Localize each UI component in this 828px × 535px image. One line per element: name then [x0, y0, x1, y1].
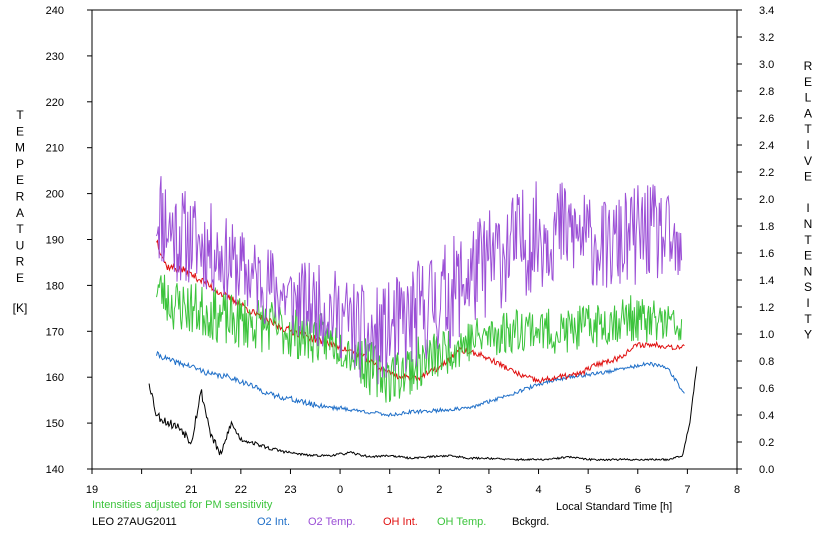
right-tick-label: 3.2: [759, 32, 774, 44]
series-line-o2int: [156, 350, 685, 418]
left-tick-label: 170: [46, 326, 64, 338]
left-tick-label: 140: [46, 464, 64, 476]
axis-title-letter: E: [16, 124, 24, 138]
right-tick-label: 2.6: [759, 113, 774, 125]
axis-title-letter: R: [16, 255, 25, 269]
axis-title-letter: A: [804, 106, 812, 120]
right-tick-label: 1.4: [759, 275, 774, 287]
x-tick-label: 21: [185, 484, 197, 496]
axis-title-letter: N: [804, 264, 813, 278]
right-tick-label: 2.8: [759, 86, 774, 98]
legend-oh-temp: OH Temp.: [437, 516, 486, 528]
axis-title-unit: [K]: [13, 301, 28, 315]
right-tick-label: 0.2: [759, 437, 774, 449]
axis-title-letter: V: [804, 154, 812, 168]
right-tick-label: 0.4: [759, 410, 774, 422]
x-tick-label: 7: [684, 484, 690, 496]
axis-title-letter: T: [804, 233, 812, 247]
right-tick-label: 1.0: [759, 329, 774, 341]
axis-title-letter: U: [16, 238, 25, 252]
axis-title-letter: T: [16, 108, 24, 122]
left-tick-label: 180: [46, 280, 64, 292]
axis-title-letter: E: [16, 173, 24, 187]
right-tick-label: 1.6: [759, 248, 774, 260]
axis-title-letter: Y: [804, 328, 812, 342]
x-tick-label: 6: [635, 484, 641, 496]
axis-title-letter: I: [806, 138, 809, 152]
x-axis-label: Local Standard Time [h]: [556, 501, 672, 513]
axis-title-letter: M: [15, 141, 25, 155]
series-line-ohtemp: [156, 274, 683, 403]
x-tick-label: 0: [337, 484, 343, 496]
legend-oh-int: OH Int.: [383, 516, 418, 528]
axis-title-letter: A: [16, 206, 24, 220]
right-tick-label: 3.4: [759, 5, 774, 17]
axis-title-letter: P: [16, 157, 24, 171]
right-tick-label: 3.0: [759, 59, 774, 71]
left-tick-label: 240: [46, 5, 64, 17]
x-tick-label: 5: [585, 484, 591, 496]
series-line-bckgrd: [148, 366, 698, 462]
axis-title-letter: L: [805, 91, 812, 105]
right-tick-label: 0.0: [759, 464, 774, 476]
right-tick-label: 1.2: [759, 302, 774, 314]
left-axis: 140 150 160 170 180 190 200 210 220 230 240: [46, 5, 92, 476]
legend-o2-int: O2 Int.: [257, 516, 290, 528]
axis-title-letter: E: [804, 170, 812, 184]
left-tick-label: 160: [46, 372, 64, 384]
axis-title-letter: R: [16, 190, 25, 204]
axis-title-letter: T: [804, 312, 812, 326]
axis-title-letter: E: [16, 271, 24, 285]
axis-title-letter: T: [804, 122, 812, 136]
axis-title-letter: T: [16, 222, 24, 236]
axis-title-letter: R: [804, 59, 813, 73]
left-tick-label: 230: [46, 51, 64, 63]
right-tick-label: 0.8: [759, 356, 774, 368]
axis-title-letter: N: [804, 217, 813, 231]
axis-title-letter: I: [806, 201, 809, 215]
x-tick-label: 8: [734, 484, 740, 496]
right-tick-label: 2.0: [759, 194, 774, 206]
bottom-axis: 19 21 22 23 0 1 2 3 4 5 6 7 8: [86, 469, 740, 496]
legend-o2-temp: O2 Temp.: [308, 516, 356, 528]
right-tick-label: 2.2: [759, 167, 774, 179]
left-tick-label: 220: [46, 97, 64, 109]
right-tick-label: 2.4: [759, 140, 774, 152]
right-tick-label: 1.8: [759, 221, 774, 233]
axis-title-letter: S: [804, 280, 812, 294]
x-tick-label: 19: [86, 484, 98, 496]
left-tick-label: 190: [46, 235, 64, 247]
left-tick-label: 150: [46, 418, 64, 430]
series-layer: [148, 176, 698, 462]
axis-title-letter: E: [804, 249, 812, 263]
left-tick-label: 200: [46, 189, 64, 201]
series-line-o2temp: [156, 176, 683, 385]
left-tick-label: 210: [46, 143, 64, 155]
right-tick-label: 0.6: [759, 383, 774, 395]
x-tick-label: 22: [235, 484, 247, 496]
x-tick-label: 4: [535, 484, 541, 496]
x-tick-label: 1: [387, 484, 393, 496]
x-tick-label: 3: [486, 484, 492, 496]
axis-title-letter: I: [806, 296, 809, 310]
x-tick-label: 23: [284, 484, 296, 496]
axis-title-letter: E: [804, 75, 812, 89]
station-label: LEO 27AUG2011: [92, 516, 177, 528]
right-axis: 0.0 0.2 0.4 0.6 0.8 1.0 1.2 1.4 1.6 1.8 2.0 2.2 2.4 2…: [737, 5, 774, 476]
x-tick-label: 2: [436, 484, 442, 496]
legend-bckgrd: Bckgrd.: [512, 516, 549, 528]
sensitivity-note: Intensities adjusted for PM sensitivity: [92, 499, 273, 511]
